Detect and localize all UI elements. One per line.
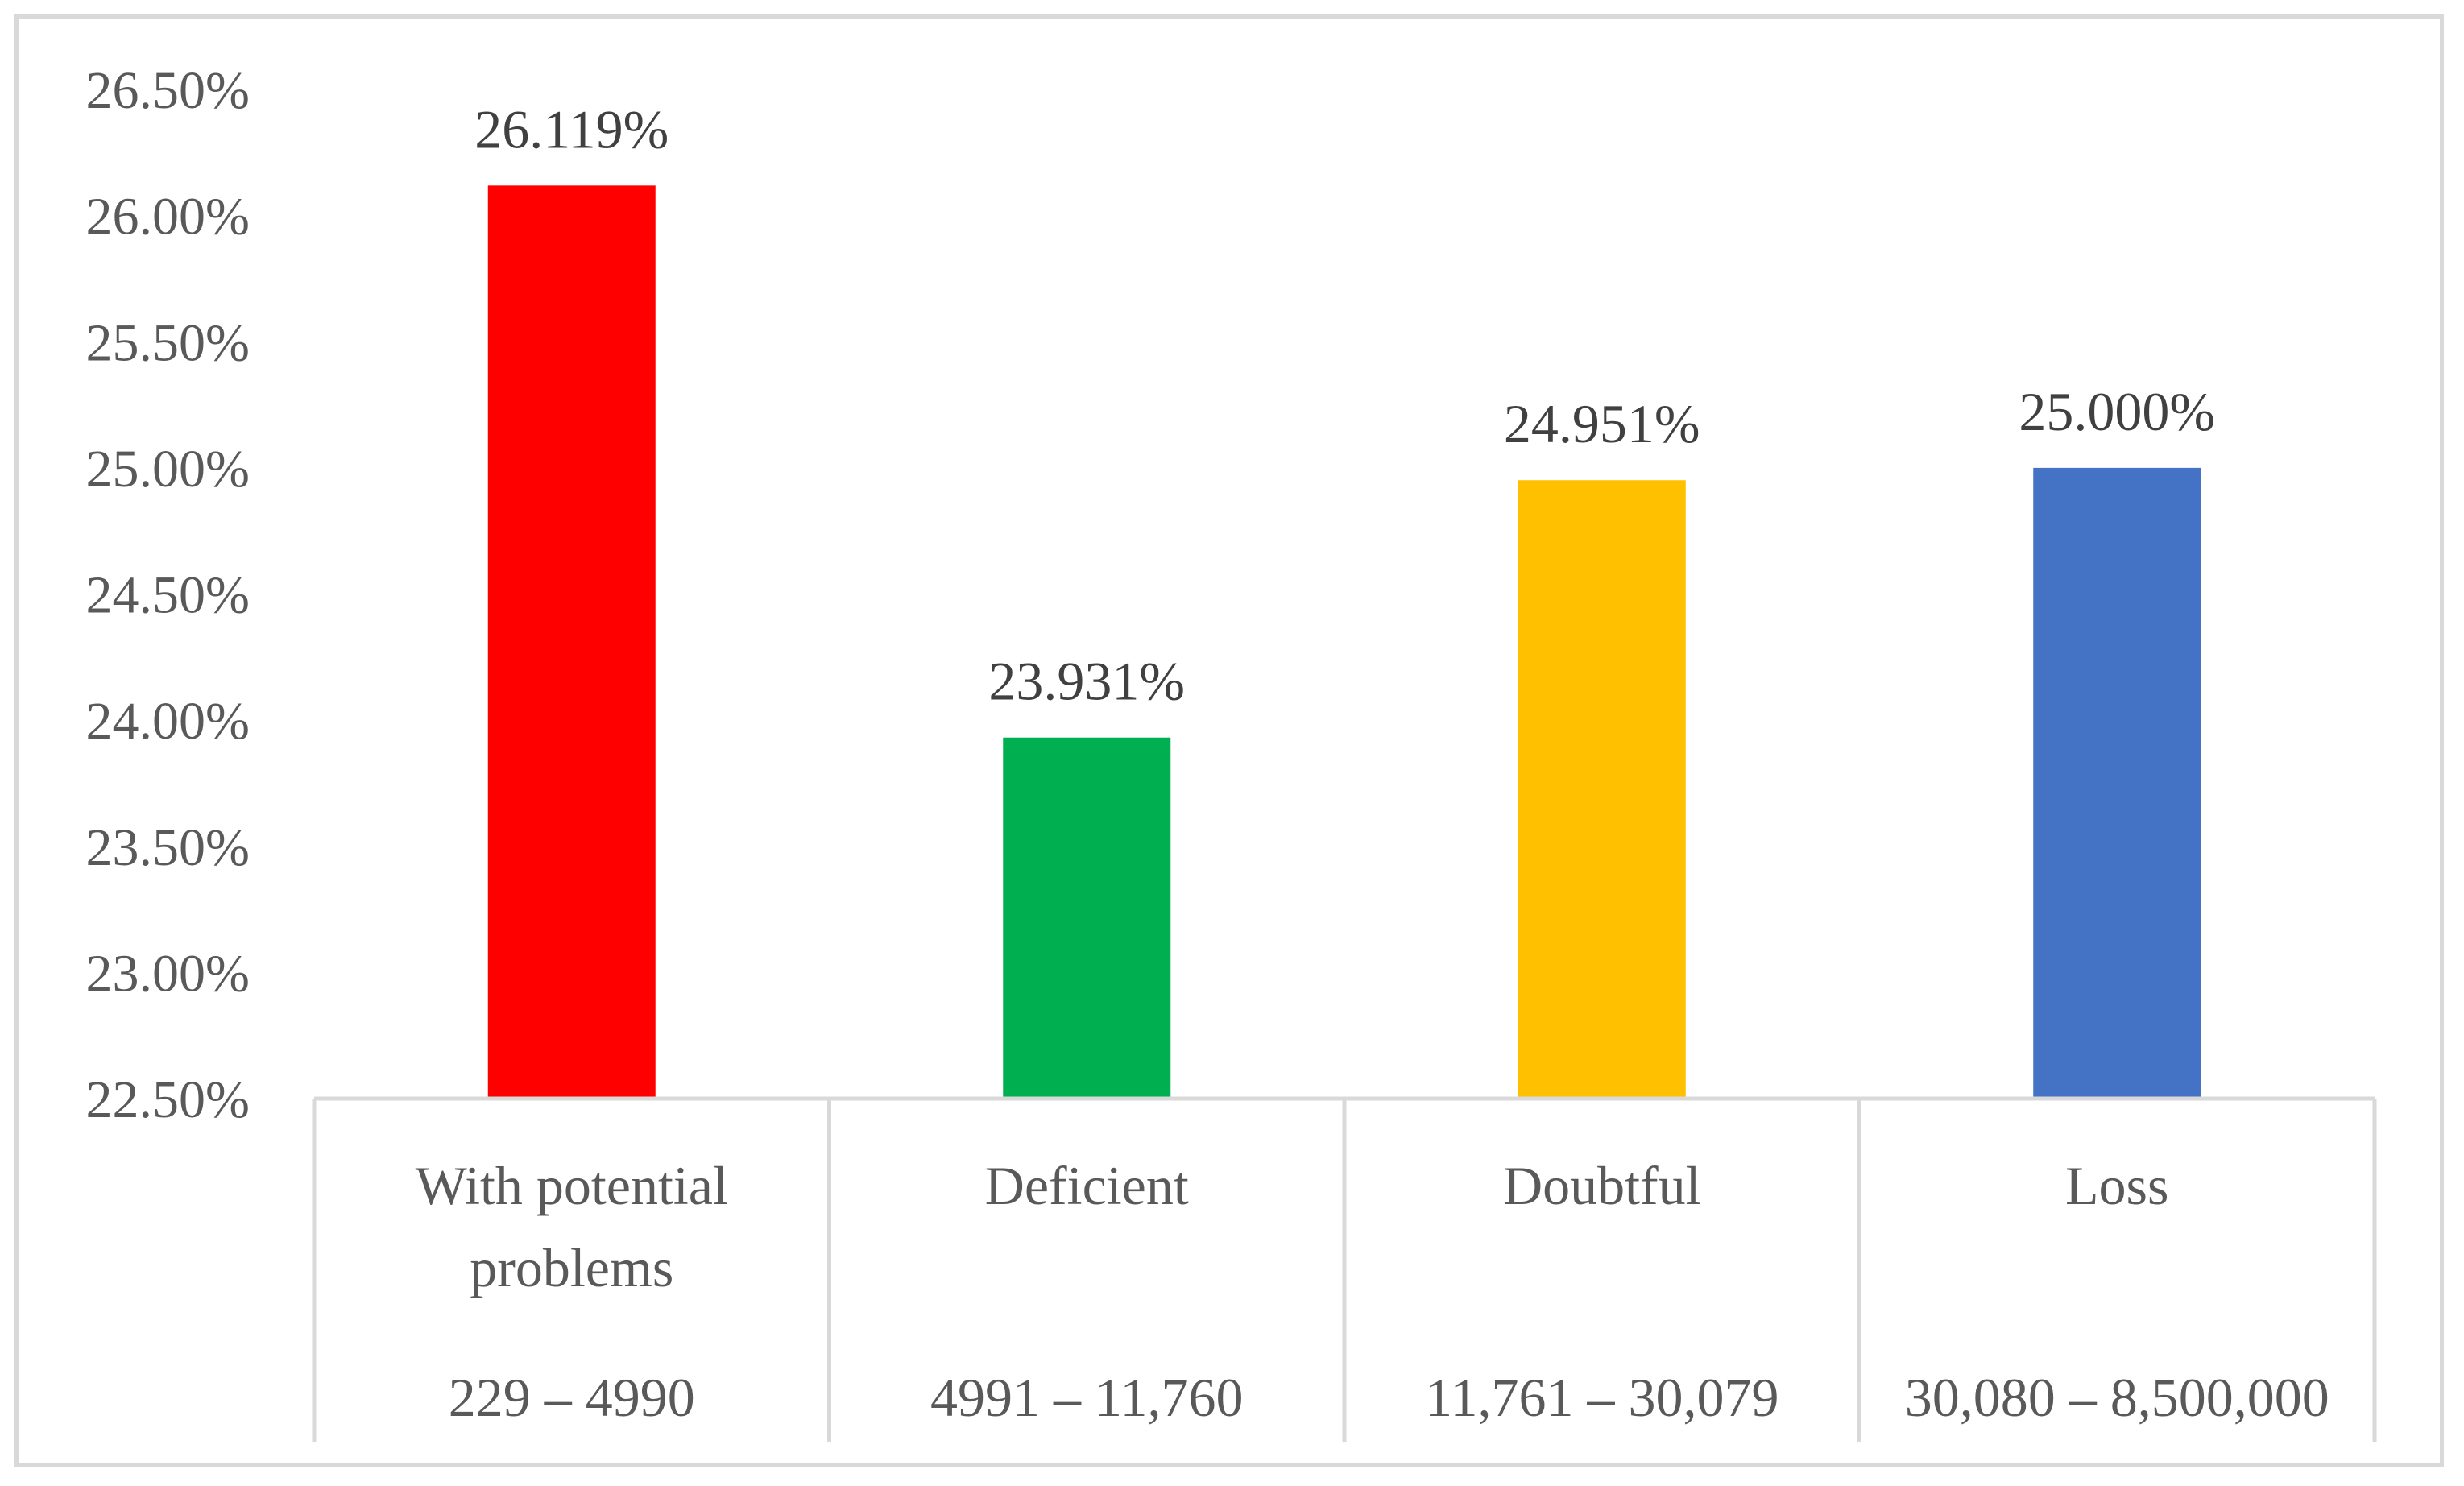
data-label: 23.931% [988,651,1185,712]
category-table: With potential problems 229 – 4990 Deficien… [312,1096,2377,1442]
data-label: 26.119% [474,98,669,159]
bar [2033,467,2201,1099]
y-tick-label: 24.00% [86,692,250,751]
category-label: With potential [416,1155,728,1216]
bar [487,185,656,1099]
category-label: Loss [2065,1155,2168,1216]
data-labels: 26.119% 23.931% 24.951% 25.000% [474,98,2215,711]
data-label: 24.951% [1504,393,1700,454]
y-tick-label: 24.50% [86,566,250,625]
category-range-label: 229 – 4990 [449,1367,695,1428]
y-tick-label: 26.00% [86,188,250,246]
bar [1518,480,1686,1099]
category-range-label: 30,080 – 8,500,000 [1905,1367,2329,1428]
y-tick-label: 22.50% [86,1070,250,1129]
category-range-label: 4991 – 11,760 [930,1367,1243,1428]
y-tick-label: 23.50% [86,818,250,877]
y-tick-label: 25.00% [86,440,250,499]
category-label: Doubtful [1503,1155,1701,1216]
category-range-label: 11,761 – 30,079 [1425,1367,1779,1428]
y-tick-label: 25.50% [86,313,250,372]
data-label: 25.000% [2019,381,2215,442]
category-label: problems [470,1237,673,1298]
y-tick-label: 26.50% [86,61,250,120]
bar [1003,737,1171,1099]
y-tick-label: 23.00% [86,944,250,1003]
y-axis: 22.50% 23.00% 23.50% 24.00% 24.50% 25.00% 25.5… [86,61,250,1129]
bars [487,185,2201,1099]
category-label: Deficient [985,1155,1189,1216]
